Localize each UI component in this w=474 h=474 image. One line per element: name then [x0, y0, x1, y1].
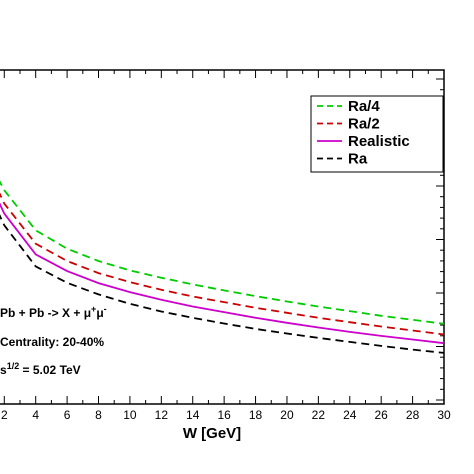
x-tick-label: 16 — [217, 408, 231, 422]
x-tick-label: 8 — [95, 408, 102, 422]
series-lines — [0, 180, 445, 354]
centrality-annotation: Centrality: 20-40% — [0, 335, 104, 349]
x-tick-label: 12 — [155, 408, 169, 422]
energy-s: s — [0, 363, 7, 377]
reaction-sup-minus: - — [104, 304, 107, 314]
energy-annotation: s1/2 = 5.02 TeV — [0, 361, 81, 377]
legend-label: Ra/2 — [348, 116, 380, 133]
series-line-ra-4 — [0, 180, 445, 325]
x-tick-label: 28 — [406, 408, 420, 422]
x-tick-label: 14 — [186, 408, 200, 422]
series-line-ra-2 — [0, 192, 445, 336]
series-line-ra — [0, 214, 445, 354]
x-tick-label: 10 — [123, 408, 137, 422]
x-tick-label: 24 — [343, 408, 357, 422]
reaction-sup-plus: + — [91, 304, 96, 314]
reaction-mu: μ — [96, 306, 103, 320]
energy-value: = 5.02 TeV — [19, 363, 80, 377]
reaction-annotation: Pb + Pb -> X + μ+μ- — [0, 304, 107, 320]
legend-label: Realistic — [348, 133, 410, 150]
x-tick-label: 22 — [312, 408, 326, 422]
energy-exponent: 1/2 — [7, 361, 20, 371]
x-tick-label: 26 — [375, 408, 389, 422]
x-tick-label: 2 — [1, 408, 8, 422]
x-axis-ticks — [3, 70, 445, 404]
series-line-realistic — [0, 202, 445, 345]
x-tick-label: 6 — [64, 408, 71, 422]
plot-frame — [0, 69, 445, 405]
x-tick-labels: 2 4 6 8 10 12 14 16 18 20 22 24 26 28 30 — [1, 408, 451, 422]
x-tick-label: 20 — [280, 408, 294, 422]
x-axis-title: W [GeV] — [183, 425, 241, 442]
x-tick-label: 4 — [32, 408, 39, 422]
legend-label: Ra/4 — [348, 98, 380, 115]
reaction-main: Pb + Pb -> X + μ — [0, 306, 91, 320]
legend-label: Ra — [348, 151, 368, 168]
annotations: Pb + Pb -> X + μ+μ- Centrality: 20-40% s… — [0, 304, 107, 377]
x-tick-label: 18 — [249, 408, 263, 422]
x-tick-label: 30 — [437, 408, 451, 422]
